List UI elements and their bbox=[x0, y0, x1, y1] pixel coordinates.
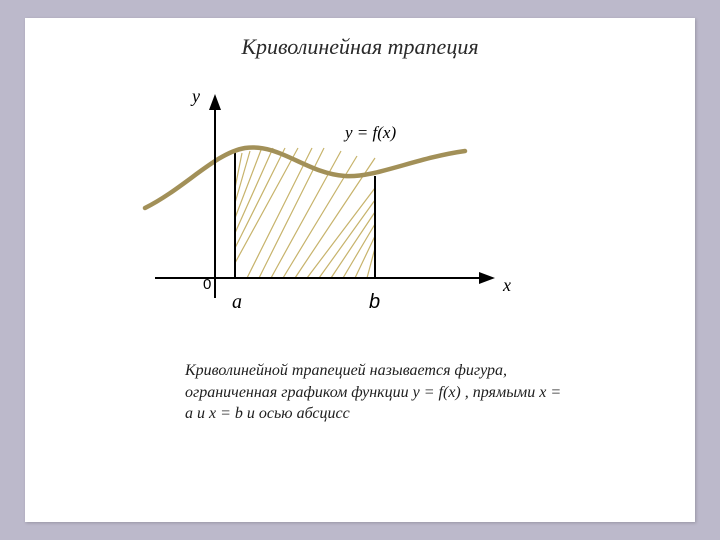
trapezoid-chart bbox=[135, 88, 535, 328]
y-axis-arrow bbox=[209, 94, 221, 110]
b-label: b bbox=[369, 291, 380, 314]
x-axis-label: x bbox=[503, 275, 511, 296]
hatch-region bbox=[235, 148, 375, 278]
function-curve bbox=[145, 147, 465, 208]
a-label: a bbox=[232, 291, 242, 314]
y-axis-label: y bbox=[192, 86, 200, 107]
function-label: y = f(x) bbox=[345, 123, 396, 143]
slide-title: Криволинейная трапеция bbox=[25, 34, 695, 60]
definition-text: Криволинейной трапецией называется фигур… bbox=[185, 360, 565, 425]
origin-label: 0 bbox=[203, 276, 211, 293]
slide: Криволинейная трапеция y x 0 a b y = f(x… bbox=[25, 18, 695, 522]
x-axis-arrow bbox=[479, 272, 495, 284]
